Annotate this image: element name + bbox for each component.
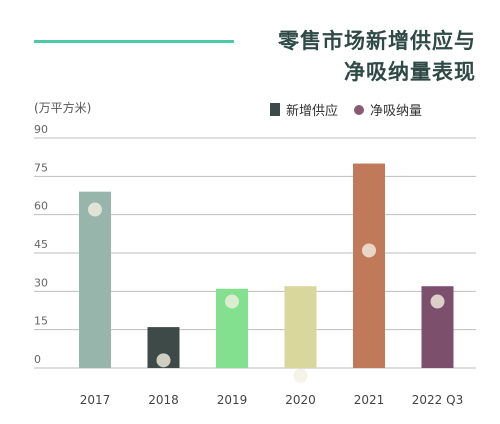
y-tick-label-15: 15	[34, 315, 48, 328]
chart-title: 零售市场新增供应与 净吸纳量表现	[278, 26, 476, 88]
legend-item-absorption: 净吸纳量	[354, 100, 422, 119]
point-absorption-2022-Q3	[430, 294, 445, 309]
bar-supply-2017	[79, 191, 111, 368]
legend-swatch-absorption	[354, 104, 365, 115]
point-absorption-2020	[293, 368, 308, 383]
accent-line	[34, 40, 234, 43]
legend-swatch-supply	[270, 103, 280, 116]
legend-label-absorption: 净吸纳量	[370, 104, 423, 119]
y-tick-label-90: 90	[34, 123, 48, 136]
x-tick-label-2017: 2017	[80, 393, 111, 407]
x-tick-label-2021: 2021	[354, 393, 385, 407]
chart-title-line2: 净吸纳量表现	[344, 60, 476, 84]
chart-title-line1: 零售市场新增供应与	[278, 29, 476, 53]
x-tick-label-2022-Q3: 2022 Q3	[412, 393, 463, 407]
point-absorption-2017	[88, 202, 102, 217]
x-tick-label-2020: 2020	[285, 393, 316, 407]
y-tick-label-30: 30	[34, 276, 48, 289]
point-absorption-2021	[362, 243, 376, 258]
x-tick-label-2019: 2019	[217, 393, 248, 407]
y-axis-unit-label: (万平方米)	[34, 101, 92, 115]
y-tick-label-75: 75	[34, 161, 48, 174]
y-tick-label-45: 45	[34, 238, 48, 251]
point-absorption-2018	[156, 353, 171, 368]
bar-supply-2020	[284, 286, 317, 368]
bar-supply-2021	[353, 163, 385, 368]
legend: 新增供应 净吸纳量	[270, 100, 438, 119]
y-tick-label-60: 60	[34, 200, 48, 213]
x-tick-label-2018: 2018	[148, 393, 179, 407]
legend-label-supply: 新增供应	[286, 104, 339, 119]
legend-item-supply: 新增供应	[270, 100, 338, 119]
y-tick-label-0: 0	[34, 353, 41, 366]
point-absorption-2019	[225, 294, 239, 309]
